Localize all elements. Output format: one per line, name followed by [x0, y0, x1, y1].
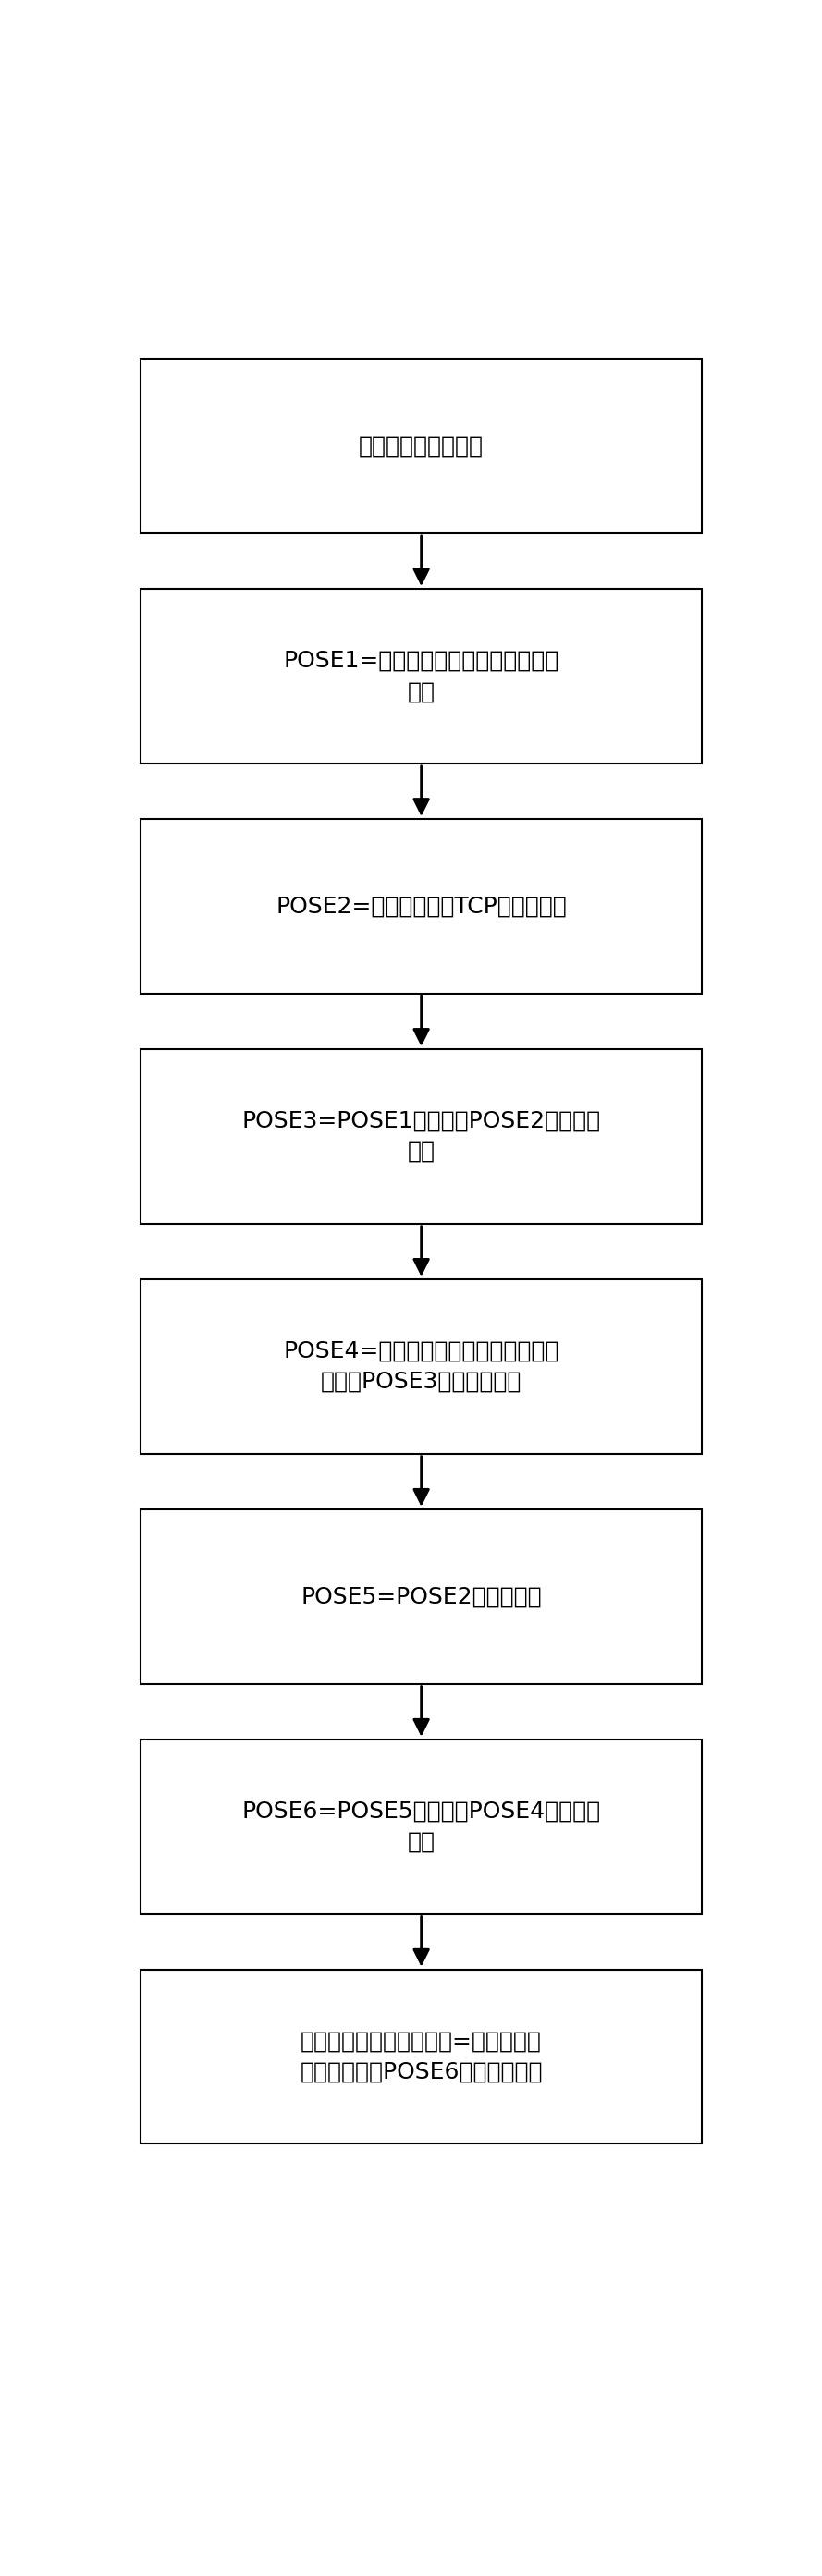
Text: POSE3=POSE1坐标系到POSE2坐标系的
转换: POSE3=POSE1坐标系到POSE2坐标系的 转换: [242, 1110, 601, 1162]
Bar: [141, 590, 702, 762]
Bar: [141, 1739, 702, 1914]
Bar: [141, 1968, 702, 2143]
Text: POSE2=机器人拍照位TCP原始坐标系: POSE2=机器人拍照位TCP原始坐标系: [275, 894, 567, 917]
Text: 获取相机数据并解析: 获取相机数据并解析: [359, 435, 483, 456]
Text: POSE5=POSE2坐标系取逆: POSE5=POSE2坐标系取逆: [301, 1584, 542, 1607]
Text: POSE4=机器人拍照位当前物料特征坐
标系到POSE3坐标系的转换: POSE4=机器人拍照位当前物料特征坐 标系到POSE3坐标系的转换: [284, 1340, 559, 1394]
Text: POSE1=机器人拍照位物料特征坐标系
取逆: POSE1=机器人拍照位物料特征坐标系 取逆: [284, 649, 559, 703]
Text: 机器人修正后工具坐标系=机器人原始
工具坐标系到POSE6坐标系的转换: 机器人修正后工具坐标系=机器人原始 工具坐标系到POSE6坐标系的转换: [300, 2030, 543, 2084]
Bar: [141, 1510, 702, 1685]
Bar: [141, 358, 702, 533]
Bar: [141, 819, 702, 994]
Text: POSE6=POSE5坐标系到POSE4坐标系的
转换: POSE6=POSE5坐标系到POSE4坐标系的 转换: [242, 1801, 601, 1852]
Bar: [141, 1280, 702, 1453]
Bar: [141, 1048, 702, 1224]
